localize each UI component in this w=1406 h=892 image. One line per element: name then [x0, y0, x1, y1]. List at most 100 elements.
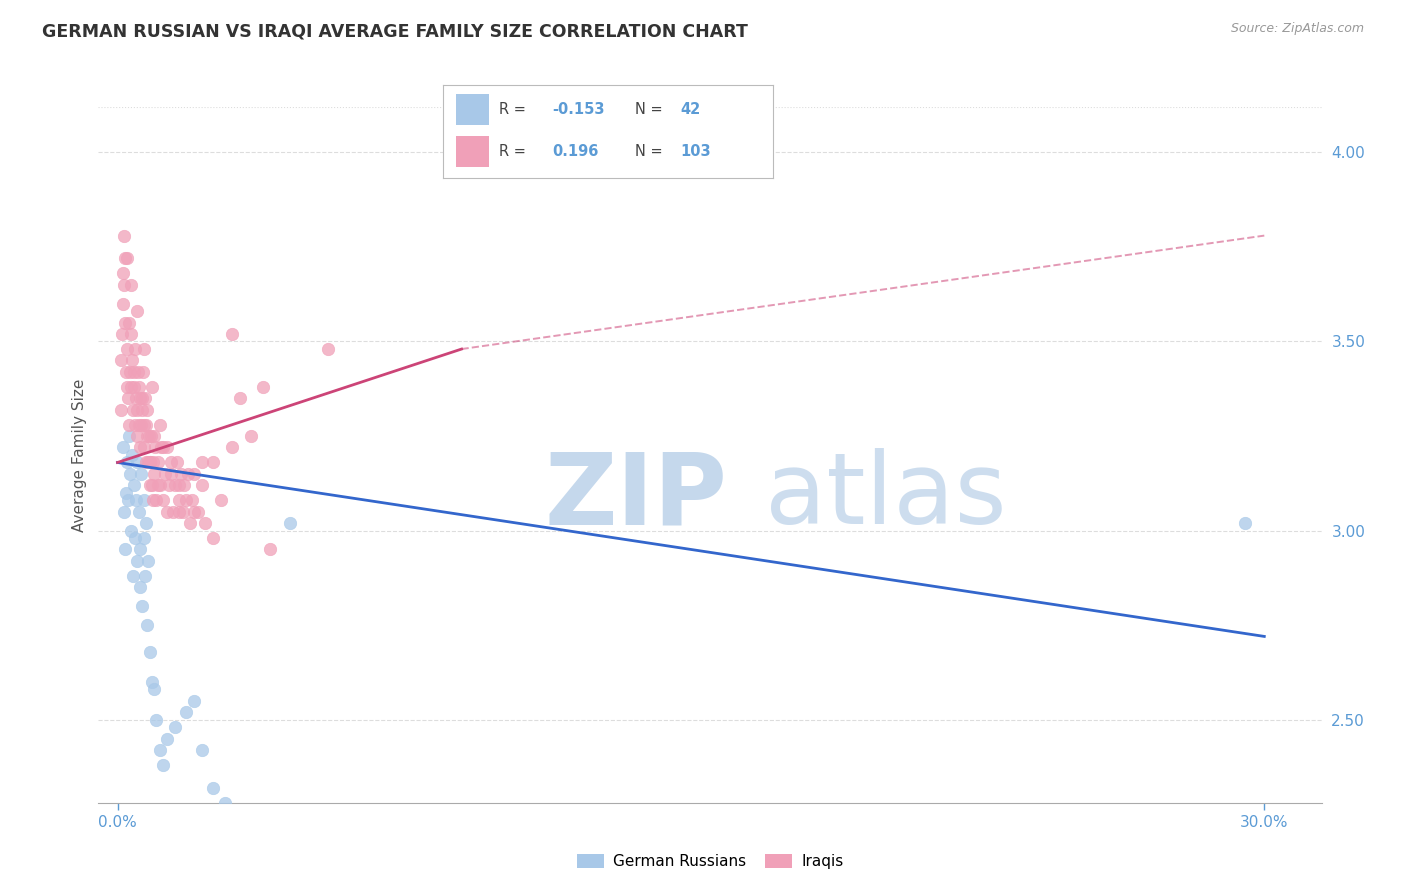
Point	[125, 429, 148, 443]
Point	[146, 455, 169, 469]
Point	[122, 365, 145, 379]
Point	[183, 694, 205, 708]
Point	[181, 493, 204, 508]
Point	[155, 467, 177, 481]
Point	[169, 467, 191, 481]
Point	[125, 391, 148, 405]
Point	[118, 429, 141, 443]
Point	[172, 505, 194, 519]
Point	[202, 780, 225, 795]
Point	[221, 441, 243, 455]
Legend: German Russians, Iraqis: German Russians, Iraqis	[571, 847, 849, 875]
Text: R =: R =	[499, 102, 530, 117]
Point	[131, 391, 153, 405]
Point	[112, 228, 135, 243]
Point	[124, 380, 146, 394]
Point	[167, 478, 190, 492]
Point	[134, 569, 156, 583]
Point	[149, 743, 172, 757]
Point	[190, 478, 212, 492]
Point	[127, 455, 149, 469]
Text: -0.153: -0.153	[553, 102, 605, 117]
Point	[141, 674, 163, 689]
Point	[183, 467, 205, 481]
Bar	[456, 136, 489, 167]
Point	[127, 402, 149, 417]
Point	[142, 455, 165, 469]
Point	[127, 365, 149, 379]
Point	[112, 505, 135, 519]
Text: ZIP: ZIP	[546, 448, 728, 545]
Point	[120, 326, 142, 341]
Point	[162, 505, 184, 519]
Point	[1234, 516, 1257, 530]
Point	[167, 505, 190, 519]
Point	[115, 455, 138, 469]
Point	[202, 531, 225, 545]
Point	[124, 342, 146, 356]
Point	[134, 342, 156, 356]
Point	[120, 277, 142, 292]
Point	[124, 531, 146, 545]
Point	[128, 417, 150, 432]
Point	[160, 467, 183, 481]
Point	[142, 682, 165, 697]
Point	[128, 580, 150, 594]
Point	[134, 391, 156, 405]
Point	[152, 441, 174, 455]
Text: atlas: atlas	[765, 448, 1007, 545]
Point	[141, 380, 163, 394]
Point	[118, 316, 141, 330]
Point	[115, 485, 138, 500]
Point	[121, 569, 143, 583]
Point	[135, 516, 157, 530]
Point	[150, 441, 173, 455]
Point	[139, 644, 162, 658]
Point	[143, 441, 166, 455]
Point	[118, 417, 141, 432]
Point	[114, 316, 136, 330]
Point	[167, 493, 190, 508]
Point	[114, 252, 136, 266]
Point	[110, 402, 132, 417]
Point	[128, 505, 150, 519]
Point	[145, 713, 167, 727]
Point	[128, 391, 150, 405]
Point	[124, 417, 146, 432]
Point	[112, 277, 135, 292]
Point	[110, 353, 132, 368]
Point	[142, 429, 165, 443]
Point	[202, 455, 225, 469]
Point	[138, 478, 160, 492]
Text: N =: N =	[634, 145, 666, 159]
Point	[111, 326, 134, 341]
Point	[135, 429, 157, 443]
Y-axis label: Average Family Size: Average Family Size	[72, 378, 87, 532]
Point	[134, 493, 156, 508]
Point	[177, 467, 200, 481]
Point	[129, 417, 152, 432]
Point	[141, 429, 163, 443]
Text: 103: 103	[681, 145, 711, 159]
Point	[135, 455, 157, 469]
Point	[229, 391, 252, 405]
Text: 0.196: 0.196	[553, 145, 599, 159]
Point	[112, 296, 135, 310]
Point	[136, 618, 159, 632]
Point	[136, 554, 159, 568]
Point	[125, 304, 148, 318]
Point	[252, 380, 274, 394]
Point	[163, 478, 186, 492]
Point	[139, 455, 162, 469]
Point	[135, 417, 157, 432]
Point	[129, 441, 152, 455]
Point	[173, 478, 195, 492]
Point	[163, 720, 186, 734]
Text: 42: 42	[681, 102, 702, 117]
Point	[120, 524, 142, 538]
Point	[125, 554, 148, 568]
Point	[118, 365, 141, 379]
Point	[179, 516, 201, 530]
Point	[134, 417, 156, 432]
Point	[157, 478, 180, 492]
